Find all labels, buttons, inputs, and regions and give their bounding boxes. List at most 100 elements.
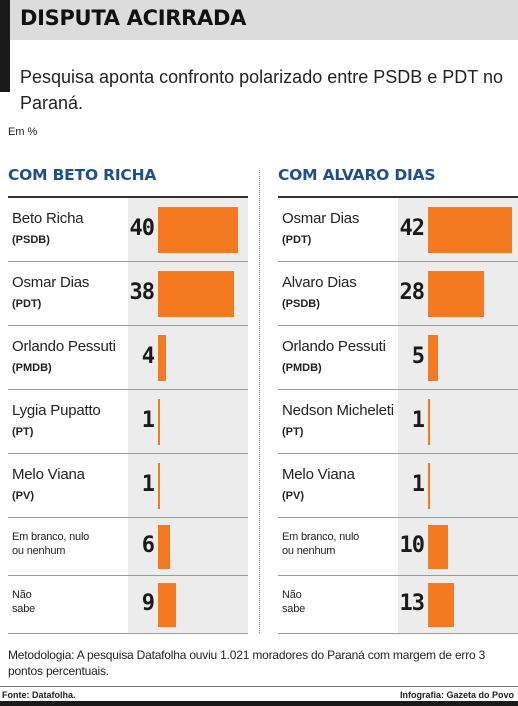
source-note: Fonte: Datafolha. (2, 690, 76, 700)
heading-rule (278, 196, 518, 198)
row-separator (8, 389, 248, 390)
value-label: 1 (411, 408, 425, 433)
category-label: Orlando Pessuti (12, 338, 116, 355)
category-label: Osmar Dias (282, 210, 360, 227)
value-background (398, 518, 518, 576)
value-label: 5 (411, 344, 425, 369)
row-separator (8, 517, 248, 518)
row-separator (8, 325, 248, 326)
row-separator (8, 575, 248, 576)
party-label: (PMDB) (12, 362, 52, 374)
party-label: (PV) (282, 490, 304, 502)
value-background (398, 454, 518, 518)
bar-row: Em branco, nulo ou nenhum 6 (8, 518, 248, 576)
bar (158, 399, 160, 445)
value-label: 1 (141, 472, 155, 497)
methodology-note: Metodologia: A pesquisa Datafolha ouviu … (8, 648, 486, 678)
bar-row: Osmar Dias (PDT) 38 (8, 262, 248, 326)
party-label: (PDT) (282, 234, 312, 246)
value-label: 1 (411, 472, 425, 497)
category-label: Melo Viana (282, 466, 355, 483)
value-background (398, 326, 518, 390)
bar (428, 271, 484, 317)
bottom-bar (0, 701, 518, 706)
row-separator (278, 453, 518, 454)
bar (428, 583, 454, 627)
row-separator (8, 453, 248, 454)
bar (158, 525, 170, 569)
value-background (398, 390, 518, 454)
row-separator (8, 633, 248, 634)
value-label: 13 (399, 591, 425, 616)
value-background (128, 454, 248, 518)
panel-heading: COM BETO RICHA (8, 166, 157, 184)
category-label: Beto Richa (12, 210, 84, 227)
value-label: 9 (141, 591, 155, 616)
value-label: 10 (399, 533, 425, 558)
bar-row: Não sabe 9 (8, 576, 248, 634)
category-label: Orlando Pessuti (282, 338, 386, 355)
bar-row: Lygia Pupatto (PT) 1 (8, 390, 248, 454)
value-background (128, 390, 248, 454)
chart-subtitle: Pesquisa aponta confronto polarizado ent… (20, 67, 503, 113)
row-separator (278, 517, 518, 518)
party-label: (PMDB) (282, 362, 322, 374)
party-label: (PSDB) (12, 234, 50, 246)
bar (158, 335, 166, 381)
bar-row: Orlando Pessuti (PMDB) 4 (8, 326, 248, 390)
party-label: (PSDB) (282, 298, 320, 310)
footer-rule (0, 686, 518, 687)
bar-row: Beto Richa (PSDB) 40 (8, 198, 248, 262)
category-label: Em branco, nulo ou nenhum (282, 530, 392, 558)
unit-note: Em % (8, 126, 38, 138)
value-background (128, 518, 248, 576)
value-label: 6 (141, 533, 155, 558)
bar (428, 525, 448, 569)
value-label: 38 (129, 280, 155, 305)
value-label: 1 (141, 408, 155, 433)
column-divider (259, 170, 260, 633)
bar-row: Melo Viana (PV) 1 (8, 454, 248, 518)
category-label: Melo Viana (12, 466, 85, 483)
party-label: (PT) (282, 426, 304, 438)
row-separator (278, 261, 518, 262)
category-label-line: ou nenhum (12, 545, 66, 557)
party-label: (PT) (12, 426, 34, 438)
row-separator (278, 633, 518, 634)
row-separator (278, 389, 518, 390)
category-label: Não sabe (12, 588, 122, 616)
bar (428, 335, 438, 381)
category-label-line: sabe (282, 603, 306, 615)
bar (158, 463, 160, 509)
row-separator (278, 575, 518, 576)
bar-row: Melo Viana (PV) 1 (278, 454, 518, 518)
value-label: 40 (129, 216, 155, 241)
category-label-line: Em branco, nulo (12, 531, 90, 543)
value-background (128, 326, 248, 390)
title-bar (0, 0, 518, 40)
value-label: 28 (399, 280, 425, 305)
category-label-line: sabe (12, 603, 36, 615)
credit-note: Infografia: Gazeta do Povo (399, 690, 514, 700)
party-label: (PV) (12, 490, 34, 502)
bar-row: Em branco, nulo ou nenhum 10 (278, 518, 518, 576)
bar (158, 207, 238, 253)
category-label: Nedson Micheleti (282, 402, 394, 419)
bar-row: Osmar Dias (PDT) 42 (278, 198, 518, 262)
category-label-line: Não (12, 589, 32, 601)
category-label: Alvaro Dias (282, 274, 357, 291)
category-label-line: ou nenhum (282, 545, 336, 557)
category-label-line: Não (282, 589, 302, 601)
value-label: 42 (399, 216, 425, 241)
panel-heading: COM ALVARO DIAS (278, 166, 436, 184)
value-background (398, 576, 518, 634)
value-label: 4 (141, 344, 155, 369)
bar-row: Alvaro Dias (PSDB) 28 (278, 262, 518, 326)
value-background (128, 576, 248, 634)
bar (428, 207, 512, 253)
title-accent (0, 0, 10, 92)
bar-row: Nedson Micheleti (PT) 1 (278, 390, 518, 454)
bar-row: Orlando Pessuti (PMDB) 5 (278, 326, 518, 390)
row-separator (8, 261, 248, 262)
bar-row: Não sabe 13 (278, 576, 518, 634)
